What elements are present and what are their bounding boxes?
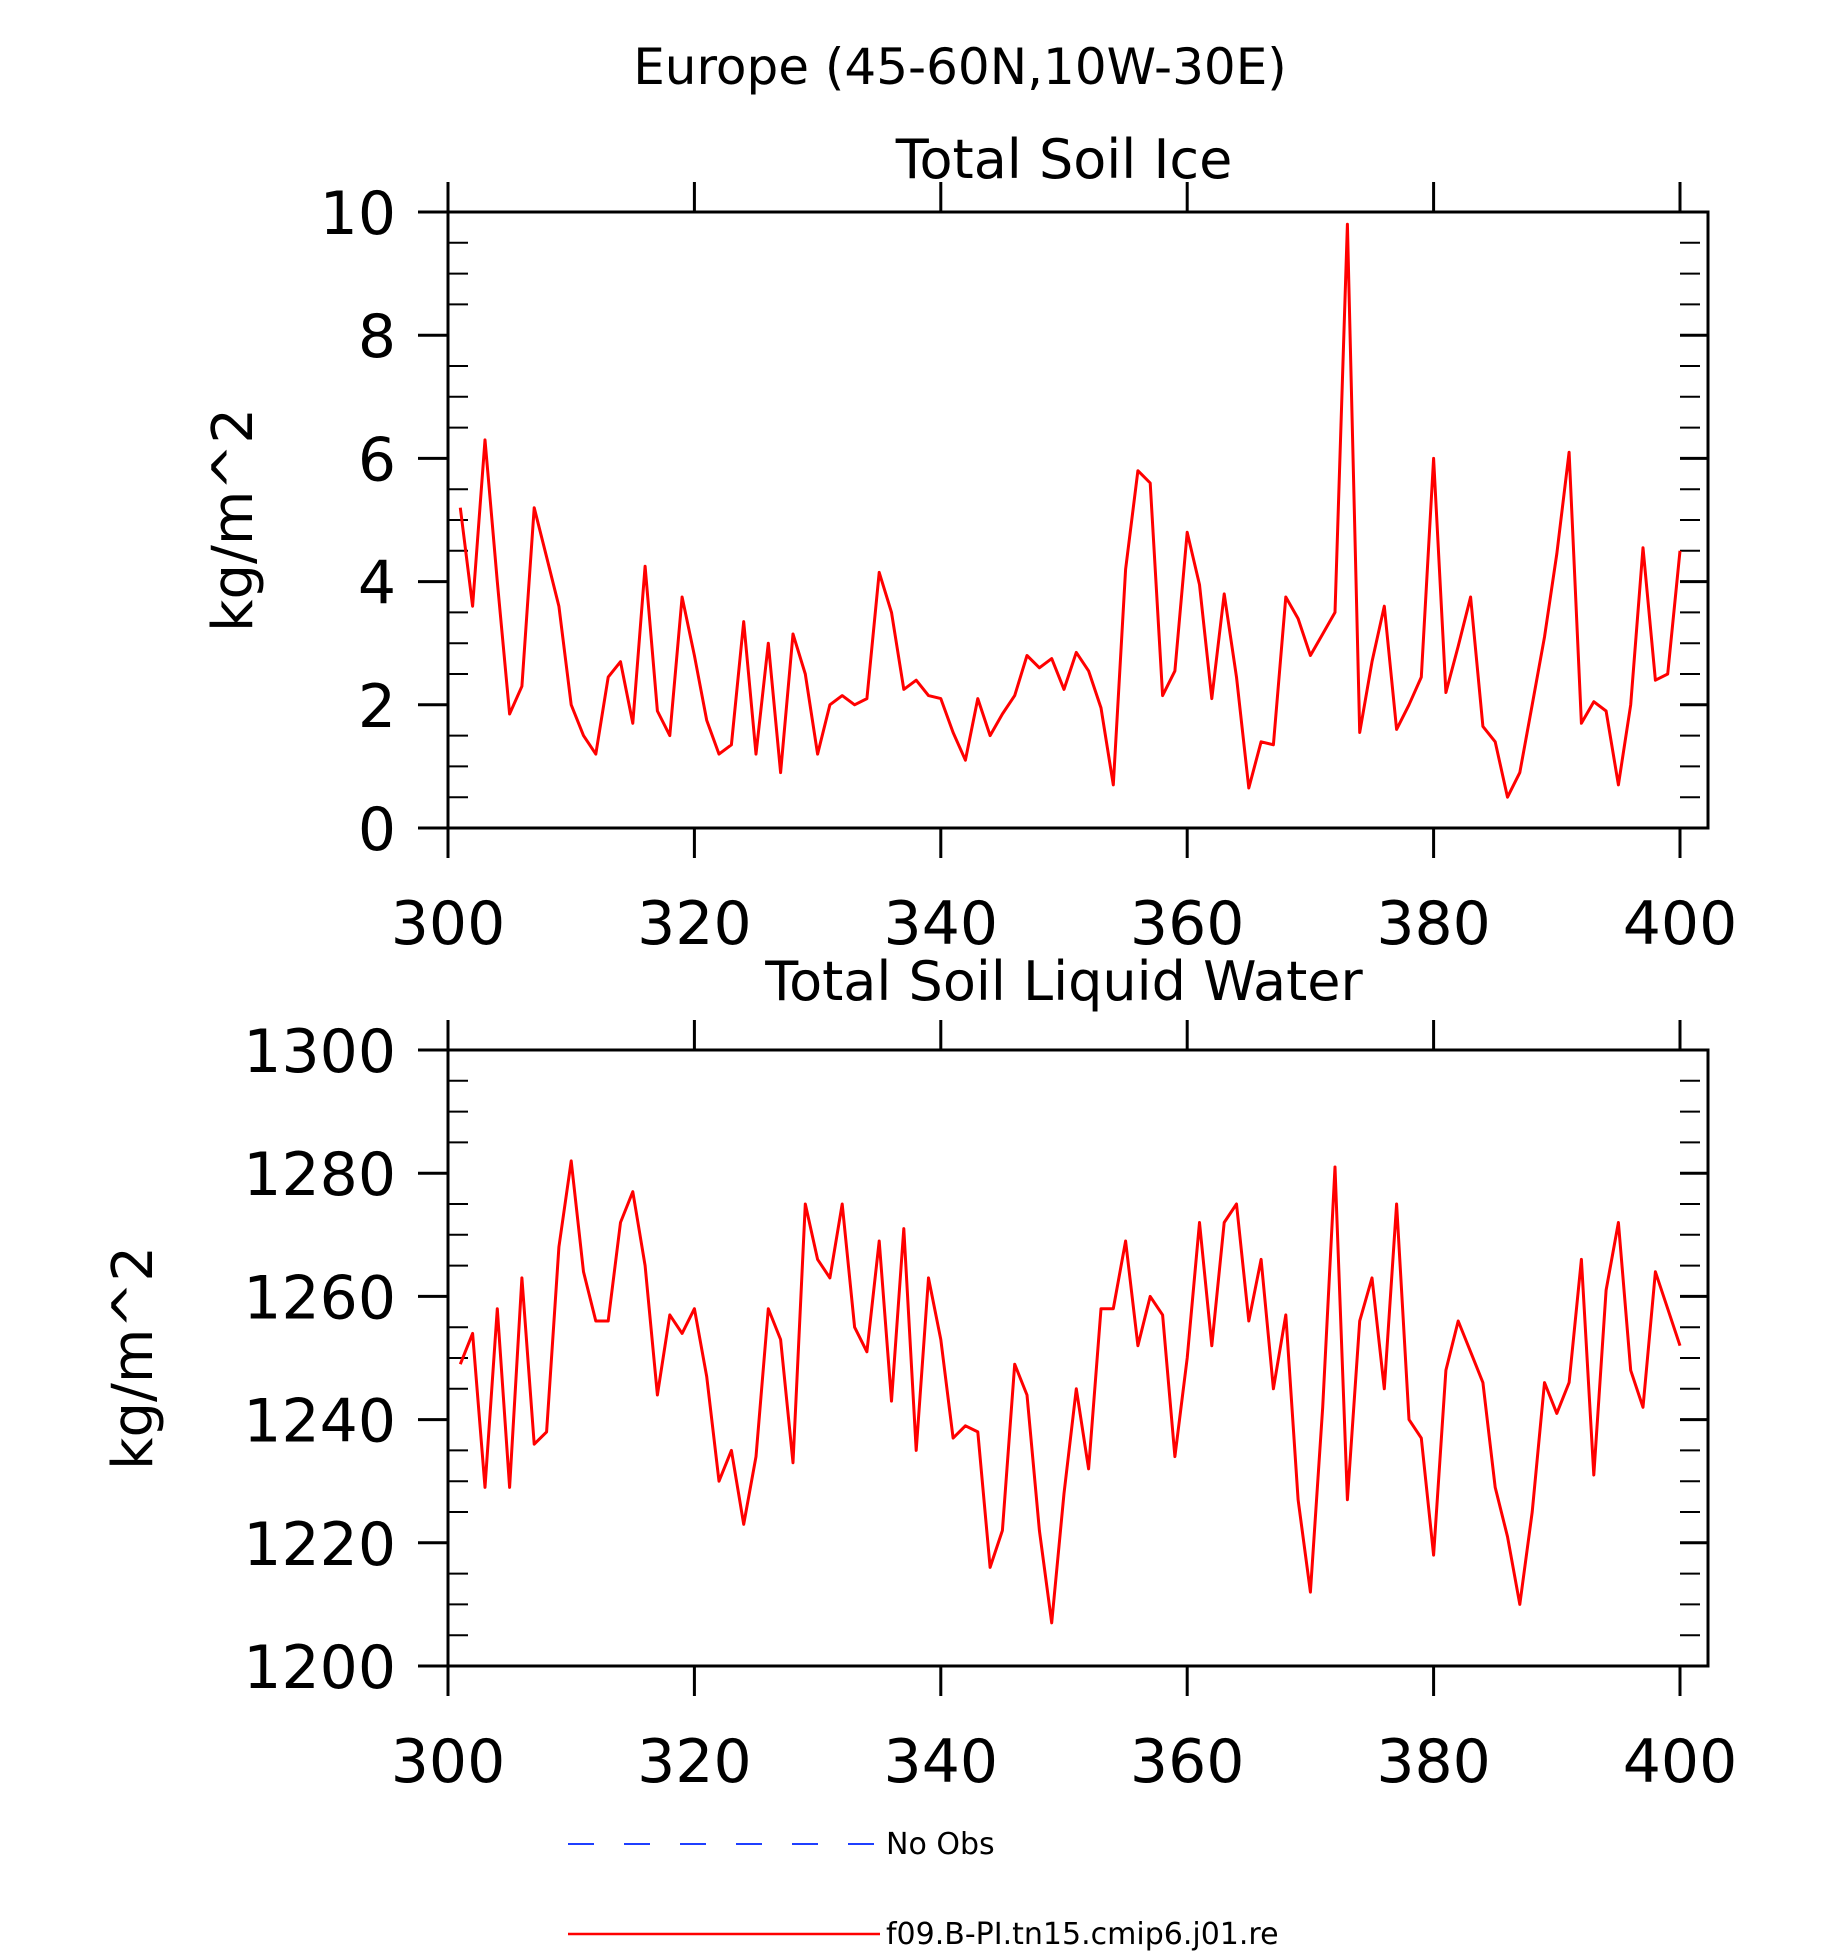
y-tick-label: 4 [358,549,396,619]
y-tick-label: 1200 [243,1633,396,1703]
y-tick-label: 6 [358,425,396,495]
y-tick-label: 2 [358,672,396,742]
y-tick-label: 1280 [243,1140,396,1210]
x-tick-label: 300 [391,889,506,959]
y-tick-label: 1240 [243,1387,396,1457]
series-line [458,1159,1682,1625]
y-tick-label: 8 [358,302,396,372]
panel-title: Total Soil Liquid Water [764,950,1363,1013]
y-tick-label: 1220 [243,1510,396,1580]
x-tick-label: 400 [1623,1727,1738,1797]
chart-panels: Total Soil Ice kg/m^2 300 320 340 360 380 400 0 2… [101,128,1737,1797]
panel-title: Total Soil Ice [895,128,1233,191]
y-axis-label: kg/m^2 [101,1246,166,1470]
y-tick-label: 1300 [243,1017,396,1087]
figure-title: Europe (45-60N,10W-30E) [633,38,1287,96]
y-tick-label: 1260 [243,1263,396,1333]
y-tick-label: 0 [358,795,396,865]
x-tick-label: 300 [391,1727,506,1797]
x-tick-label: 360 [1130,1727,1245,1797]
panel-soil-ice: Total Soil Ice kg/m^2 300 320 340 360 380 400 0 2… [201,128,1737,959]
x-tick-label: 320 [637,1727,752,1797]
x-tick-label: 340 [884,889,999,959]
y-axis-label: kg/m^2 [201,408,266,632]
panel-soil-liquid-water: Total Soil Liquid Water kg/m^2 300 320 340 36… [101,950,1737,1797]
x-tick-label: 380 [1376,889,1491,959]
plot-frame [446,210,1710,830]
plot-frame [446,1048,1710,1668]
legend-no-obs-label: No Obs [886,1827,995,1862]
x-tick-label: 340 [884,1727,999,1797]
series-line [458,222,1682,799]
x-tick-label: 380 [1376,1727,1491,1797]
x-tick-label: 360 [1130,889,1245,959]
x-tick-label: 320 [637,889,752,959]
legend: No Obs f09.B-PI.tn15.cmip6.j01.re [568,1827,1279,1951]
x-tick-label: 400 [1623,889,1738,959]
legend-series-label: f09.B-PI.tn15.cmip6.j01.re [886,1917,1279,1951]
y-tick-label: 10 [320,179,396,249]
